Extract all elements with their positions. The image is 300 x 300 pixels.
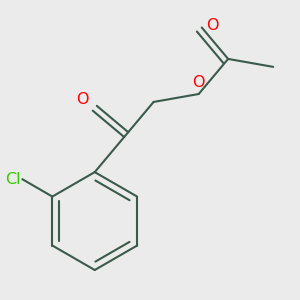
Text: O: O bbox=[206, 18, 219, 33]
Text: O: O bbox=[76, 92, 89, 107]
Text: Cl: Cl bbox=[5, 172, 21, 187]
Text: O: O bbox=[192, 75, 205, 90]
